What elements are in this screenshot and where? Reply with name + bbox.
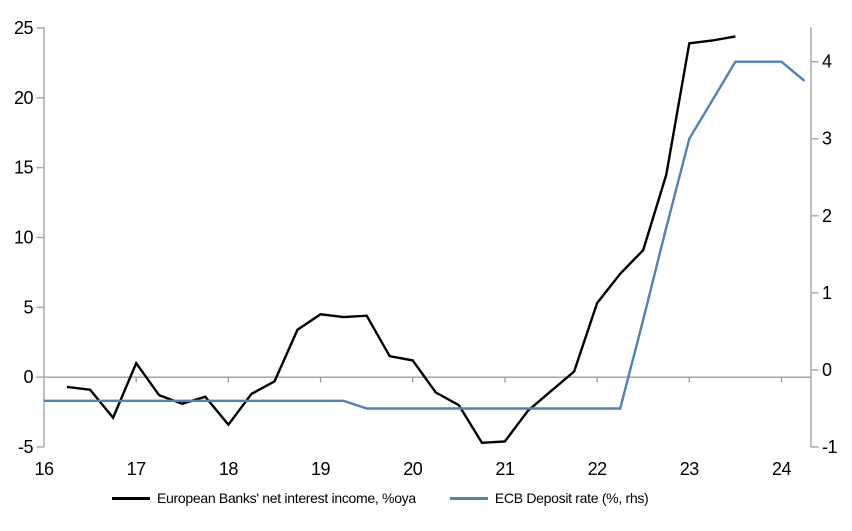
zero-gridline (44, 376, 811, 383)
black-line-swatch (112, 496, 150, 500)
x-axis-label: 22 (588, 459, 608, 479)
left-axis-label: -5 (18, 437, 33, 457)
left-axis-label: 25 (14, 18, 34, 38)
x-axis-label: 20 (403, 459, 423, 479)
left-axis-label: 15 (14, 158, 34, 178)
right-axis-label: -1 (822, 437, 837, 457)
legend-label-net-interest-income: European Banks' net interest income, %oy… (157, 490, 416, 506)
right-axis-label: 1 (822, 283, 832, 303)
x-axis-label: 24 (772, 459, 792, 479)
right-axis-label: 2 (822, 206, 832, 226)
left-axis-label: 0 (23, 367, 33, 387)
series-line-net-interest-income (66, 35, 736, 445)
legend-item-ecb-deposit-rate: ECB Deposit rate (%, rhs) (449, 490, 649, 506)
left-axis-label: 10 (14, 227, 34, 247)
right-axis-label: 4 (822, 52, 832, 72)
left-axis-label: 20 (14, 88, 34, 108)
x-axis-label: 23 (680, 459, 700, 479)
right-axis-label: 0 (822, 360, 832, 380)
legend-item-net-interest-income: European Banks' net interest income, %oy… (112, 490, 416, 506)
blue-line-swatch (449, 496, 488, 500)
x-axis-labels: 16 17 18 19 20 21 22 23 24 (34, 459, 792, 479)
x-axis-label: 16 (34, 459, 54, 479)
chart-legend: European Banks' net interest income, %oy… (112, 490, 649, 506)
x-axis-label: 21 (495, 459, 515, 479)
right-axis: -1 0 1 2 3 4 (810, 27, 838, 457)
x-axis-label: 19 (311, 459, 331, 479)
right-axis-label: 3 (822, 129, 832, 149)
left-axis: -5 0 5 10 15 20 25 (14, 18, 45, 457)
x-axis-label: 18 (219, 459, 239, 479)
series-line-ecb-deposit-rate (44, 60, 806, 410)
x-axis-label: 17 (127, 459, 147, 479)
left-axis-label: 5 (23, 297, 33, 317)
legend-label-ecb-deposit-rate: ECB Deposit rate (%, rhs) (494, 490, 649, 506)
